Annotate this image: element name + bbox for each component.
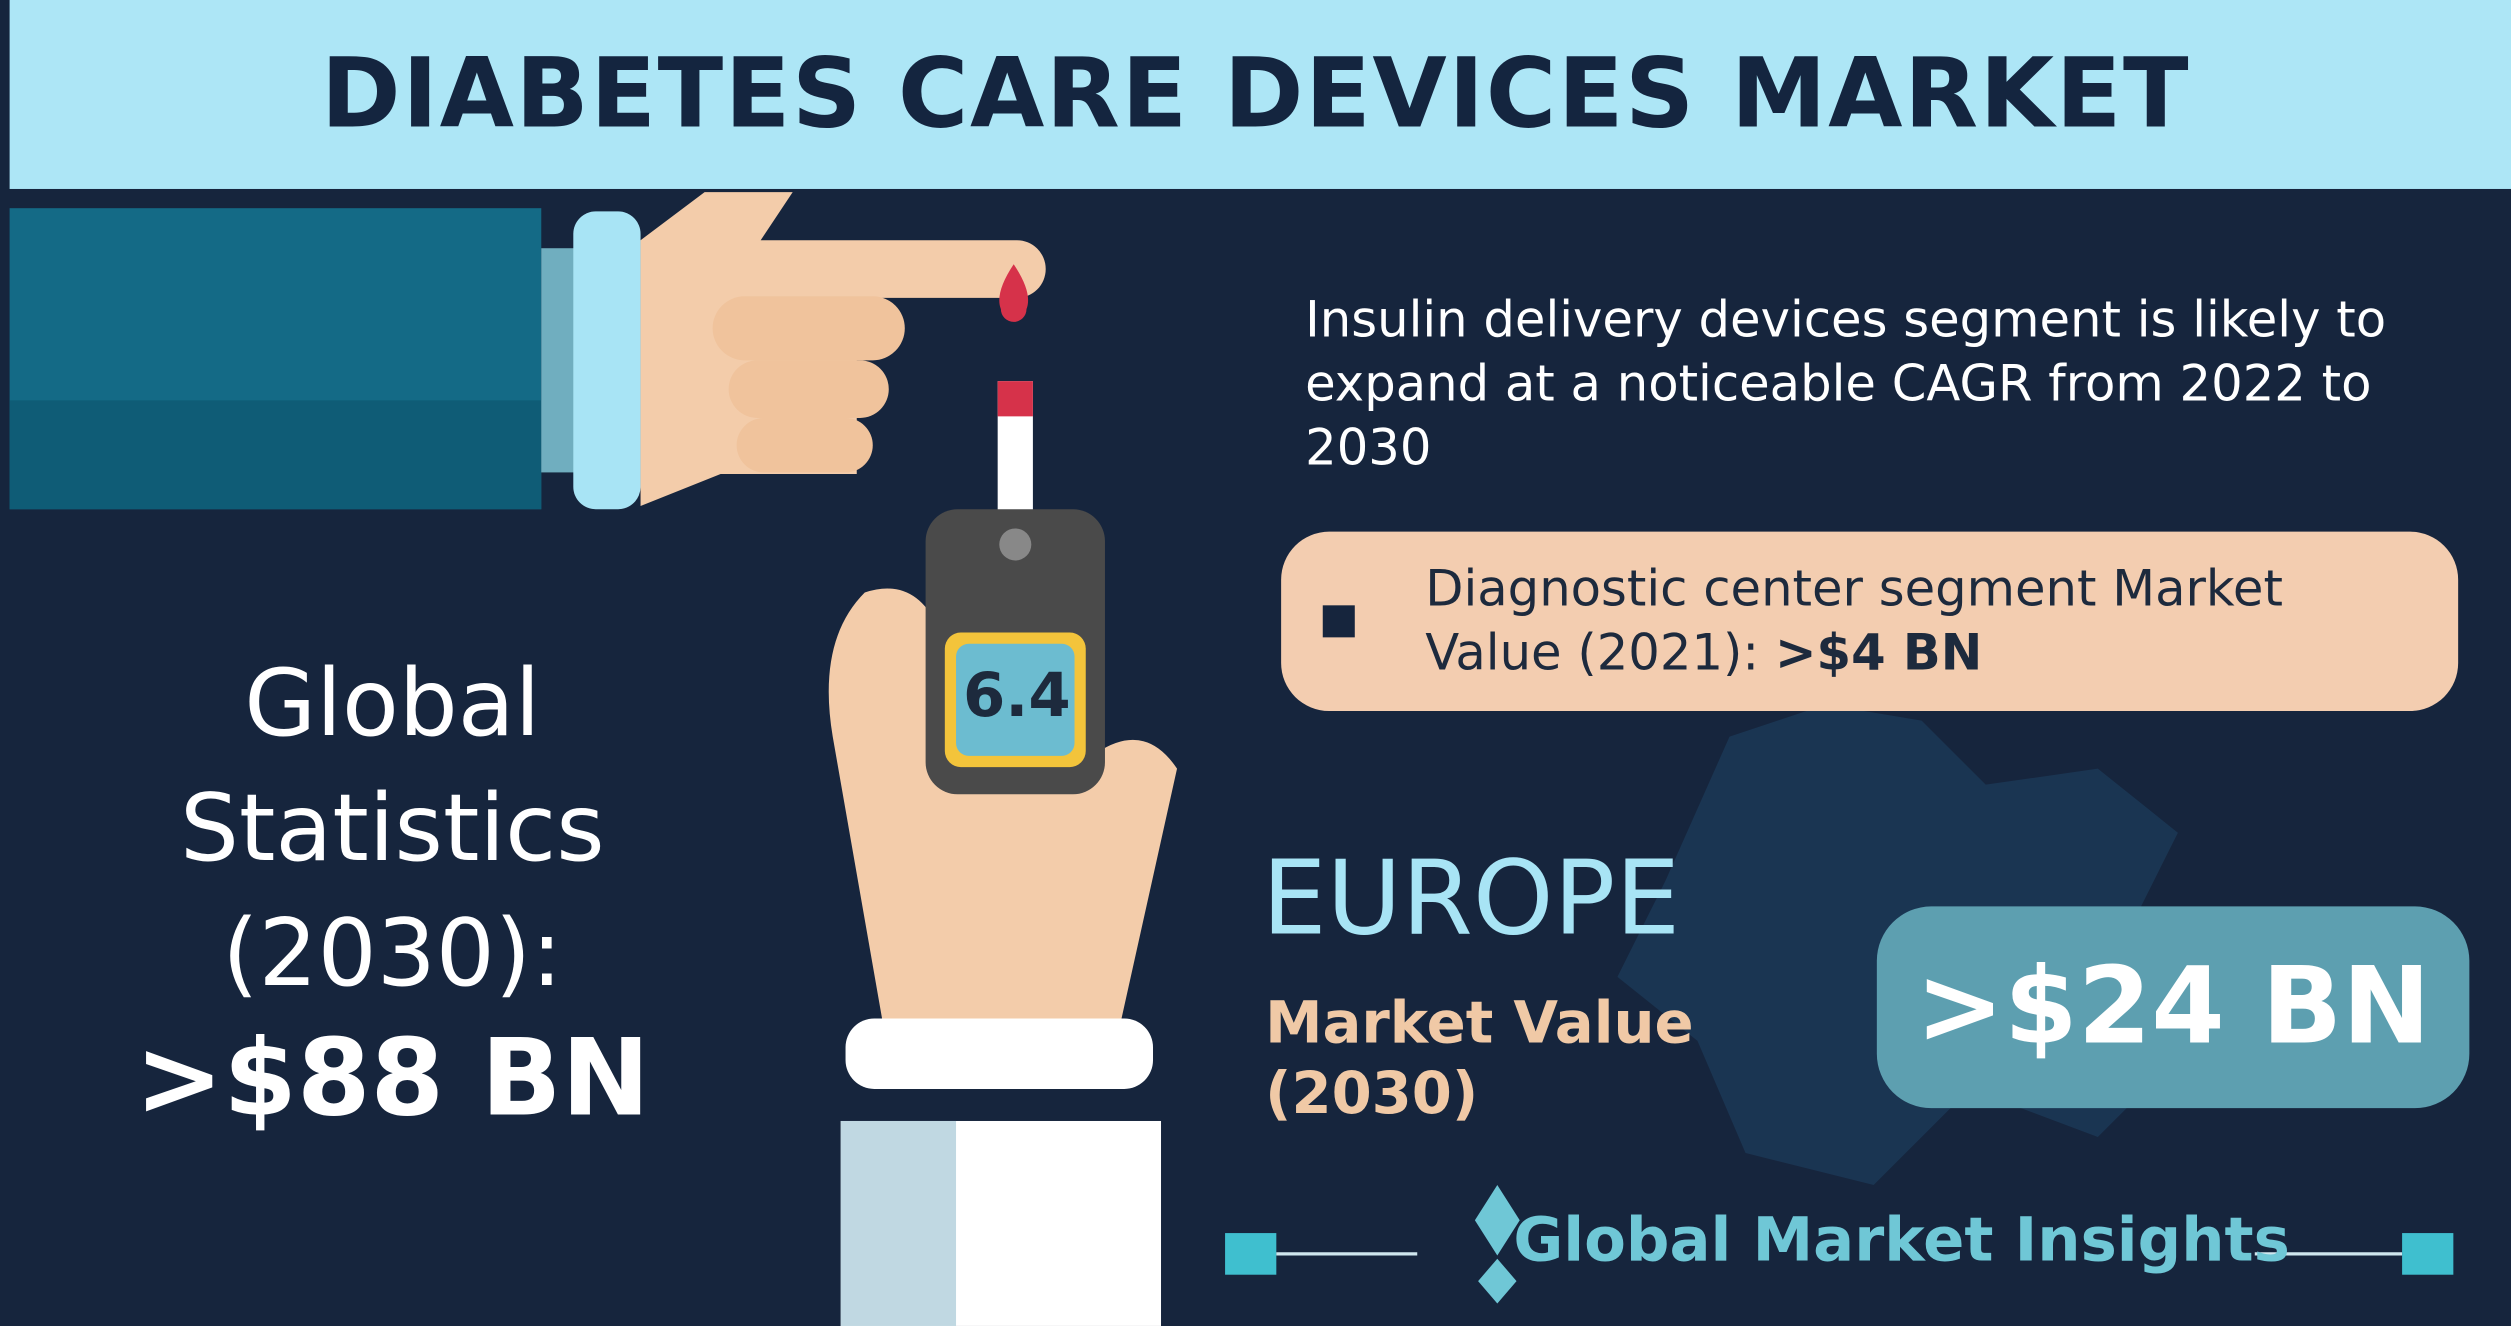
highlight: Diagnostic center segment Market Value (… (1425, 557, 2434, 685)
global-label: Global Statistics (2030): (180, 648, 605, 1008)
highlight-text: Diagnostic center segment Market Value (… (1425, 560, 2283, 683)
logo: Global Market Insights (1513, 1204, 2290, 1275)
highlight-value: >$4 BN (1774, 624, 1983, 683)
region-value: >$24 BN (1915, 944, 2431, 1069)
meter-reading: 6.4 (962, 659, 1071, 731)
global-value: >$88 BN (134, 1016, 650, 1141)
region-label: Market Value (2030) (1265, 991, 1694, 1128)
title: DIABETES CARE DEVICES MARKET (320, 38, 2191, 151)
insight: Insulin delivery devices segment is like… (1305, 291, 2387, 478)
region-name: EUROPE (1261, 840, 1681, 960)
